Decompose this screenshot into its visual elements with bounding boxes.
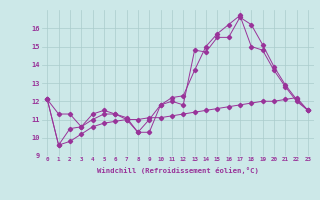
X-axis label: Windchill (Refroidissement éolien,°C): Windchill (Refroidissement éolien,°C) bbox=[97, 167, 259, 174]
